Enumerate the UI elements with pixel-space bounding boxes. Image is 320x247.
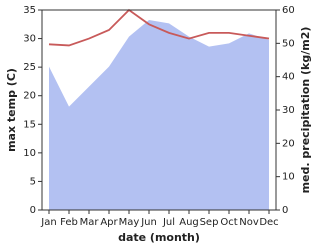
y2-tick-label: 60 xyxy=(282,5,295,16)
x-tick-label: Dec xyxy=(259,217,278,228)
x-tick-label: May xyxy=(119,217,140,228)
y2-tick-label: 30 xyxy=(282,105,295,116)
x-axis-title: date (month) xyxy=(118,231,200,244)
x-tick-label: Jul xyxy=(162,217,175,228)
x-tick-label: Nov xyxy=(239,217,259,228)
x-tick-label: Jan xyxy=(40,217,56,228)
y-tick-label: 5 xyxy=(30,176,36,187)
x-tick-label: Jun xyxy=(140,217,157,228)
x-tick-label: Aug xyxy=(179,217,199,228)
y2-tick-label: 40 xyxy=(282,72,295,83)
x-tick-label: Sep xyxy=(200,217,219,228)
y2-tick-label: 20 xyxy=(282,138,295,149)
temperature-line xyxy=(48,8,270,47)
y2-tick-label: 50 xyxy=(282,38,295,49)
y-tick-label: 25 xyxy=(23,62,36,73)
x-tick-label: Mar xyxy=(80,217,100,228)
y-tick-label: 35 xyxy=(23,5,36,16)
x-tick-label: Oct xyxy=(220,217,237,228)
y2-axis-title: med. precipitation (kg/m2) xyxy=(299,27,312,194)
x-tick-label: Apr xyxy=(100,217,118,228)
y-axis-title: max temp (C) xyxy=(5,68,18,152)
y-tick-label: 15 xyxy=(23,119,36,130)
y2-tick-label: 10 xyxy=(282,172,295,183)
y-tick-label: 10 xyxy=(23,148,36,159)
x-tick-label: Feb xyxy=(60,217,78,228)
precipitation-area xyxy=(49,20,269,210)
y-tick-label: 30 xyxy=(23,34,36,45)
y2-tick-label: 0 xyxy=(282,205,288,216)
y-tick-label: 20 xyxy=(23,91,36,102)
y-tick-label: 0 xyxy=(30,205,36,216)
